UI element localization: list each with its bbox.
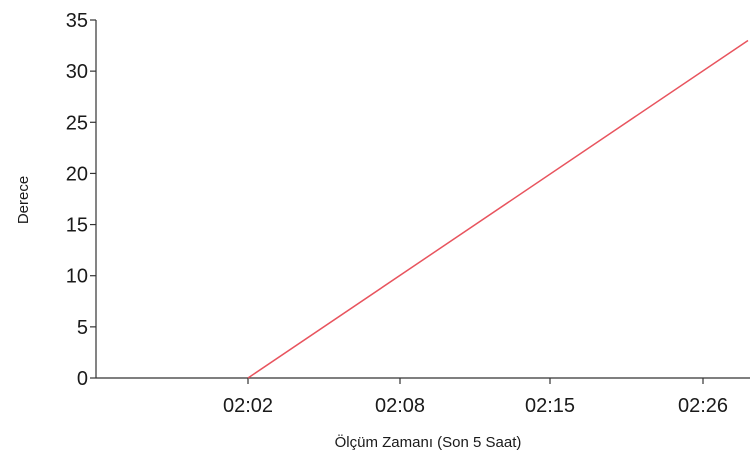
x-tick-label: 02:15 [525, 395, 575, 417]
axes: 0 5 10 15 20 25 30 35 02:02 02:08 02:15 02:26 [66, 10, 750, 417]
series-lines [247, 39, 749, 379]
x-tick-label: 02:26 [678, 395, 728, 417]
series-line [247, 39, 749, 379]
y-tick-label: 35 [66, 10, 88, 32]
y-tick-label: 30 [66, 61, 88, 83]
y-tick-label: 0 [77, 368, 88, 390]
y-tick-label: 15 [66, 215, 88, 237]
x-axis-title: Ölçüm Zamanı (Son 5 Saat) [335, 433, 522, 451]
y-tick-label: 5 [77, 317, 88, 339]
y-tick-label: 10 [66, 266, 88, 288]
x-tick-label: 02:08 [375, 395, 425, 417]
y-tick-label: 25 [66, 112, 88, 134]
y-axis-title: Derece [15, 176, 32, 224]
x-tick-label: 02:02 [223, 395, 273, 417]
y-tick-label: 20 [66, 163, 88, 185]
